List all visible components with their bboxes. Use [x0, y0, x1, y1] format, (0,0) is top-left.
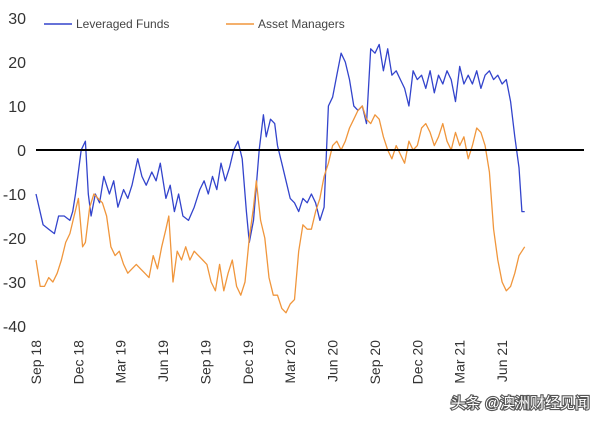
x-tick-label: Jun 21 [494, 340, 510, 382]
watermark-text: 头条 @澳洲财经见闻 [451, 395, 590, 412]
y-tick-label: 20 [8, 55, 26, 72]
x-tick-label: Sep 18 [28, 340, 44, 385]
y-tick-label: -30 [3, 275, 26, 292]
legend-label-leveraged-funds: Leveraged Funds [76, 17, 169, 31]
x-tick-label: Mar 19 [113, 340, 129, 384]
x-tick-label: Sep 20 [367, 340, 383, 385]
x-tick-label: Sep 19 [198, 340, 214, 385]
y-tick-label: -40 [3, 319, 26, 336]
y-tick-label: 0 [17, 143, 26, 160]
y-tick-label: -20 [3, 231, 26, 248]
x-tick-label: Jun 19 [155, 340, 171, 382]
x-tick-label: Dec 18 [70, 340, 86, 385]
x-tick-label: Mar 20 [282, 340, 298, 384]
x-tick-label: Mar 21 [452, 340, 468, 384]
x-tick-label: Dec 20 [409, 340, 425, 385]
series-line-asset-managers [35, 105, 526, 314]
series-line-leveraged-funds [35, 43, 525, 244]
y-tick-label: -10 [3, 187, 26, 204]
legend-label-asset-managers: Asset Managers [258, 17, 345, 31]
x-tick-label: Dec 19 [240, 340, 256, 385]
y-tick-label: 30 [8, 11, 26, 28]
x-tick-label: Jun 20 [325, 340, 341, 382]
y-tick-label: 10 [8, 99, 26, 116]
